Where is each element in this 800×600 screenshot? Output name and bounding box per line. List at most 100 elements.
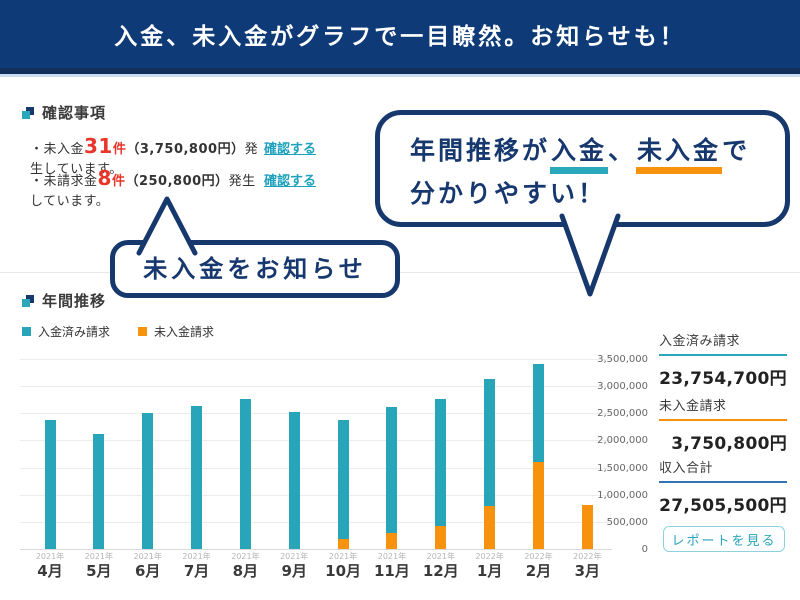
bar-7月 [191, 406, 203, 549]
bar-segment-unpaid [581, 504, 593, 549]
legend-item-unpaid: 未入金請求 [138, 323, 214, 340]
highlight-minyukin: 未入金 [636, 134, 723, 174]
gridline [20, 521, 612, 523]
bar-9月 [288, 412, 300, 549]
x-axis-label: 2022年 3月 [557, 552, 617, 581]
x-axis-year-label: 2021年 [328, 552, 358, 561]
x-axis-year-label: 2021年 [231, 552, 260, 561]
legend-swatch-paid [22, 327, 31, 336]
unbilled-amount: （250,800円） [125, 174, 229, 189]
check-item-text: ・未入金31件（3,750,800円）発生しています。 [30, 134, 259, 177]
x-axis-month-label: 2月 [525, 562, 552, 580]
bar-segment-unpaid [386, 533, 398, 549]
gridline [20, 359, 612, 360]
header-banner: 入金、未入金がグラフで一目瞭然。お知らせも！ [0, 0, 800, 68]
x-axis-year-label: 2021年 [35, 552, 65, 561]
x-axis-label: 2021年 12月 [411, 552, 471, 581]
highlight-nyukin: 入金 [550, 134, 609, 174]
summary-unpaid-value: 3,750,800円 [671, 434, 787, 454]
bar-3月 [581, 504, 593, 549]
notify-callout-text: 未入金をお知らせ [143, 255, 367, 283]
bar-segment-unpaid [484, 505, 496, 549]
unpaid-amount: （3,750,800円） [126, 142, 245, 157]
bar-segment-paid [288, 412, 300, 549]
x-axis-month-label: 10月 [325, 562, 362, 580]
summary-total: 収入合計 27,505,500円 [659, 457, 787, 516]
bar-10月 [337, 419, 349, 549]
y-axis-tick-label: 1,000,000 [597, 489, 648, 501]
gridline [20, 440, 612, 442]
bar-segment-paid [142, 413, 154, 549]
legend-item-paid: 入金済み請求 [22, 323, 110, 340]
y-axis-tick-label: 3,000,000 [597, 381, 648, 393]
x-axis-year-label: 2022年 [524, 552, 553, 561]
x-axis-year-label: 2021年 [426, 552, 455, 561]
notify-callout-bubble: 未入金をお知らせ [110, 196, 400, 298]
bar-2月 [533, 363, 544, 549]
x-axis-year-label: 2021年 [84, 552, 114, 561]
unpaid-count: 31 [84, 134, 113, 158]
summary-total-label: 収入合計 [659, 457, 787, 483]
bar-segment-paid [337, 419, 349, 540]
chart-plot: 2021年 4月 2021年 5月 2021年 6月 2021年 7月 2021年 8月 2021年… [20, 352, 612, 580]
y-axis-tick-label: 500,000 [606, 516, 648, 528]
x-axis-label: 2021年 11月 [362, 552, 422, 581]
section-divider [0, 272, 800, 273]
y-axis-tick-label: 3,500,000 [597, 354, 648, 365]
bar-segment-paid [533, 363, 544, 463]
banner-title: 入金、未入金がグラフで一目瞭然。お知らせも！ [114, 24, 686, 50]
x-axis-year-label: 2021年 [280, 552, 309, 561]
bar-8月 [239, 399, 251, 549]
bar-segment-paid [93, 434, 105, 549]
summary-unpaid: 未入金請求 3,750,800円 [659, 395, 787, 454]
bar-segment-unpaid [435, 526, 447, 549]
legend-label-unpaid: 未入金請求 [154, 325, 215, 339]
x-axis-label: 2021年 9月 [264, 552, 324, 581]
check-item-unbilled: ・未請求金8件（250,800円）発生しています。 確認する [30, 166, 316, 209]
y-axis-tick-label: 2,500,000 [597, 408, 648, 420]
bar-5月 [93, 434, 105, 549]
banner-strip-light [0, 74, 800, 77]
confirm-unbilled-link[interactable]: 確認する [263, 174, 316, 189]
bubble-tail-up [136, 196, 198, 256]
chart-callout-bubble: 年間推移が入金、未入金で 分かりやすい！ [375, 110, 790, 297]
x-axis-month-label: 9月 [281, 562, 307, 580]
bar-segment-paid [484, 378, 496, 506]
summary-paid-value: 23,754,700円 [659, 369, 787, 389]
bar-segment-paid [44, 419, 56, 549]
gridline [20, 413, 612, 415]
x-axis-label: 2021年 6月 [118, 552, 178, 581]
bar-6月 [142, 413, 154, 549]
bar-segment-paid [239, 399, 251, 549]
bar-segment-unpaid [533, 462, 544, 549]
bar-4月 [44, 419, 56, 549]
legend-swatch-unpaid [138, 327, 148, 336]
bar-11月 [386, 406, 398, 549]
gridline [20, 467, 612, 469]
x-axis-label: 2022年 1月 [460, 552, 520, 581]
x-axis-label: 2022年 2月 [509, 552, 569, 581]
x-axis-month-label: 7月 [183, 562, 210, 580]
x-axis-label: 2021年 7月 [167, 552, 227, 581]
section-squares-icon [22, 294, 34, 307]
chart-legend: 入金済み請求 未入金請求 [22, 323, 214, 340]
check-item-text: ・未請求金8件（250,800円）発生しています。 [30, 166, 256, 209]
trend-section-header: 年間推移 [22, 290, 106, 311]
x-axis-month-label: 1月 [476, 562, 503, 580]
x-axis-month-label: 4月 [37, 562, 63, 580]
bar-1月 [484, 378, 496, 549]
x-axis-year-label: 2021年 [377, 552, 407, 561]
gridline [20, 494, 612, 496]
x-axis-month-label: 5月 [86, 562, 112, 580]
confirm-unpaid-link[interactable]: 確認する [263, 142, 316, 157]
gridline [20, 386, 612, 388]
chart-callout-text: 年間推移が入金、未入金で 分かりやすい！ [410, 134, 751, 208]
bar-segment-paid [435, 399, 447, 527]
x-axis-label: 2021年 4月 [20, 552, 80, 581]
view-report-button[interactable]: レポートを見る [663, 526, 785, 552]
bar-12月 [435, 399, 447, 549]
gridline [20, 549, 612, 550]
x-axis-label: 2021年 10月 [313, 552, 373, 581]
x-axis-month-label: 6月 [134, 562, 161, 580]
x-axis-year-label: 2022年 [573, 552, 602, 561]
